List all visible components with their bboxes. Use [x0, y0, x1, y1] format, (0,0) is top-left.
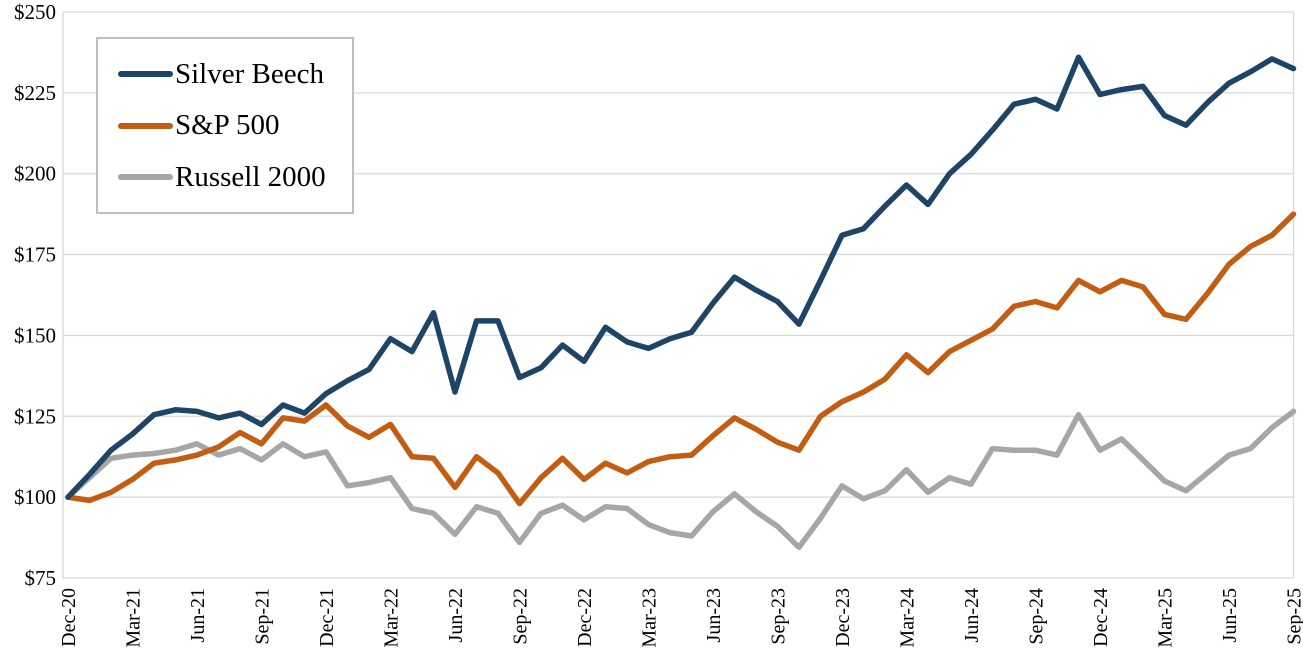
series-line-s-p-500 [65, 211, 1297, 507]
x-tick-label-Sep-21: Sep-21 [252, 588, 274, 645]
legend-item-sp500: S&P 500 [118, 109, 352, 142]
x-tick-label-Mar-21: Mar-21 [123, 588, 145, 648]
x-tick-label-Sep-23: Sep-23 [768, 588, 790, 645]
x-tick-label-Mar-24: Mar-24 [897, 588, 919, 648]
y-tick-label-125: $125 [14, 404, 56, 428]
y-axis-tick-labels: $250 $225 $200 $175 $150 $125 $100 $75 [14, 0, 56, 590]
legend-item-russell2000: Russell 2000 [118, 161, 352, 194]
y-tick-label-200: $200 [14, 162, 56, 186]
x-tick-label-Jun-23: Jun-23 [703, 588, 725, 642]
x-tick-label-Jun-21: Jun-21 [187, 588, 209, 642]
chart-legend: Silver Beech S&P 500 Russell 2000 [96, 37, 354, 214]
x-tick-label-Jun-22: Jun-22 [445, 588, 467, 642]
x-tick-label-Mar-22: Mar-22 [381, 588, 403, 648]
series-line-russell-2000 [65, 408, 1297, 551]
x-tick-label-Sep-24: Sep-24 [1026, 588, 1048, 645]
x-tick-label-Sep-25: Sep-25 [1284, 588, 1303, 645]
y-tick-label-225: $225 [14, 81, 56, 105]
y-tick-label-100: $100 [14, 485, 56, 509]
legend-label-silver-beech: Silver Beech [175, 57, 324, 90]
y-tick-label-150: $150 [14, 323, 56, 347]
silver-beech-line-swatch [118, 71, 173, 77]
sp500-line-swatch [118, 122, 173, 129]
y-tick-label-250: $250 [14, 0, 56, 24]
legend-item-silver-beech: Silver Beech [118, 58, 352, 91]
y-tick-label-75: $75 [25, 566, 57, 590]
x-tick-label-Jun-25: Jun-25 [1219, 588, 1241, 642]
x-tick-label-Dec-21: Dec-21 [316, 588, 338, 647]
x-tick-label-Mar-25: Mar-25 [1155, 588, 1177, 648]
russell2000-line-swatch [118, 174, 173, 180]
x-tick-label-Sep-22: Sep-22 [510, 588, 532, 645]
legend-label-sp500: S&P 500 [175, 109, 280, 141]
x-tick-label-Dec-22: Dec-22 [574, 588, 596, 647]
series-line-silver-beech [65, 54, 1297, 500]
x-axis-tick-labels: Dec-20 Mar-21 Jun-21 Sep-21 Dec-21 Mar-22 Jun-… [58, 588, 1303, 648]
x-tick-label-Jun-24: Jun-24 [961, 588, 983, 642]
y-tick-label-175: $175 [14, 243, 56, 267]
x-tick-label-Mar-23: Mar-23 [639, 588, 661, 648]
series-lines [65, 54, 1297, 551]
legend-label-russell2000: Russell 2000 [175, 160, 326, 193]
x-tick-label-Dec-24: Dec-24 [1090, 588, 1112, 647]
x-tick-label-Dec-23: Dec-23 [832, 588, 854, 647]
x-tick-label-Dec-20: Dec-20 [58, 588, 80, 647]
